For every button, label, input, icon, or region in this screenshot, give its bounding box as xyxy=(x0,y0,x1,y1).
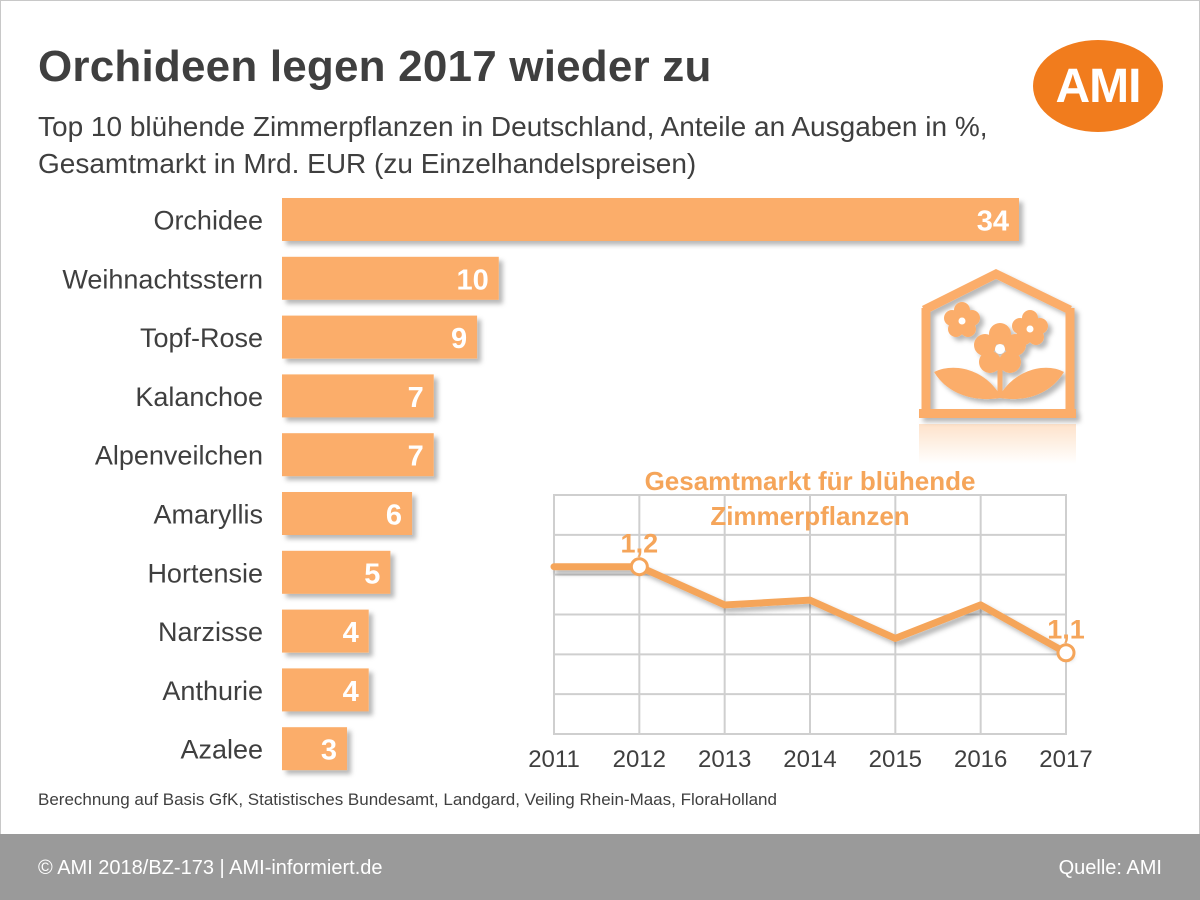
bar-value-label: 5 xyxy=(364,558,380,590)
bar-topf-rose xyxy=(282,315,478,359)
bar-kalanchoe xyxy=(282,374,434,418)
footer-source: Quelle: AMI xyxy=(1058,857,1162,879)
bar-category-label: Orchidee xyxy=(153,206,263,236)
bar-category-label: Azalee xyxy=(180,735,263,765)
line-chart: Gesamtmarkt für blühende Zimmerpflanzen … xyxy=(528,466,1093,773)
footer-bar xyxy=(0,834,1200,900)
bar-value-label: 7 xyxy=(408,382,424,414)
line-x-tick-label: 2016 xyxy=(954,746,1007,773)
ami-logo: AMI xyxy=(1033,40,1163,132)
line-x-tick-label: 2015 xyxy=(869,746,922,773)
bar-amaryllis xyxy=(282,492,413,535)
line-chart-title-line2: Zimmerpflanzen xyxy=(710,501,909,531)
bar-category-label: Hortensie xyxy=(147,558,263,588)
bar-alpenveilchen xyxy=(282,433,434,477)
line-x-tick-label: 2011 xyxy=(528,746,580,773)
bar-category-label: Alpenveilchen xyxy=(95,441,263,471)
chart-title: Orchideen legen 2017 wieder zu xyxy=(38,42,712,91)
bar-category-label: Kalanchoe xyxy=(135,382,263,412)
bar-value-label: 9 xyxy=(451,323,467,355)
bar-azalee xyxy=(282,727,348,771)
bar-category-label: Narzisse xyxy=(158,617,263,647)
house-with-flowers-icon xyxy=(919,268,1076,418)
bar-category-label: Topf-Rose xyxy=(140,323,263,353)
line-x-tick-label: 2012 xyxy=(613,746,666,773)
bar-value-label: 6 xyxy=(386,500,402,532)
line-x-tick-label: 2014 xyxy=(783,746,836,773)
bar-value-label: 7 xyxy=(408,441,424,473)
chart-subtitle: Top 10 blühende Zimmerpflanzen in Deutsc… xyxy=(38,111,988,179)
bar-value-label: 3 xyxy=(321,735,337,767)
line-chart-title-line1: Gesamtmarkt für blühende xyxy=(645,466,976,496)
bar-value-label: 4 xyxy=(343,676,359,708)
footer-copyright: © AMI 2018/BZ-173 | AMI-informiert.de xyxy=(38,857,383,879)
bar-orchidee xyxy=(282,198,1019,241)
line-point-label: 1,2 xyxy=(621,529,659,559)
bar-category-label: Weihnachtsstern xyxy=(62,264,263,294)
line-point-marker xyxy=(1056,643,1076,663)
bar-weihnachtsstern xyxy=(282,256,499,300)
line-point-marker xyxy=(629,557,649,577)
bar-value-label: 34 xyxy=(977,206,1009,238)
bar-narzisse xyxy=(282,609,369,653)
line-x-tick-label: 2017 xyxy=(1039,746,1092,773)
line-chart-grid xyxy=(553,494,1067,735)
icon-reflection xyxy=(919,424,1076,464)
bar-category-label: Amaryllis xyxy=(153,500,263,530)
line-series: 1,2 1,1 xyxy=(550,529,1085,663)
bar-value-label: 4 xyxy=(343,617,359,649)
line-x-tick-label: 2013 xyxy=(698,746,751,773)
bar-category-label: Anthurie xyxy=(162,676,263,706)
source-note: Berechnung auf Basis GfK, Statistisches … xyxy=(38,790,777,809)
bar-value-label: 10 xyxy=(456,264,488,296)
bar-hortensie xyxy=(282,550,391,594)
bar-anthurie xyxy=(282,668,369,712)
line-point-label: 1,1 xyxy=(1047,615,1085,645)
line-chart-x-ticks: 2011 2012 2013 2014 2015 2016 2017 xyxy=(528,746,1093,773)
